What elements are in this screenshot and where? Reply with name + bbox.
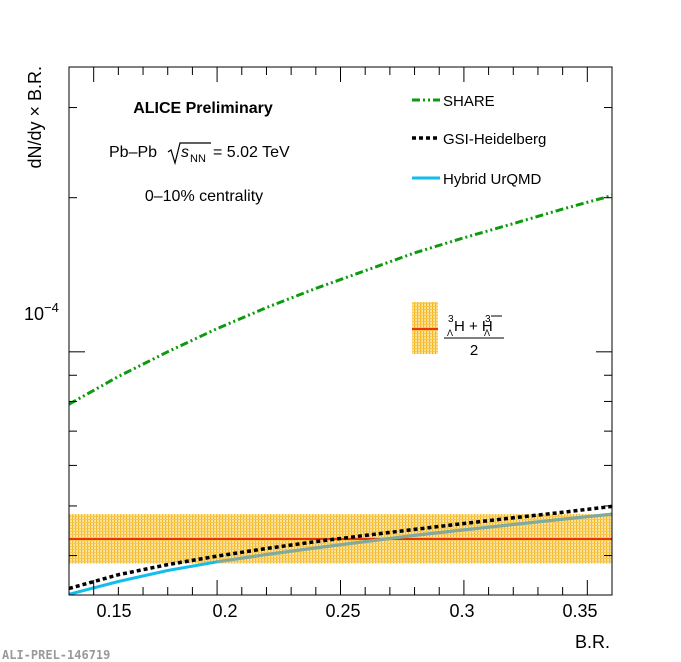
x-tick-label: 0.25 (325, 601, 360, 621)
system-prefix: Pb–Pb (109, 144, 157, 161)
y-tick-label: 10−4 (24, 300, 59, 324)
measurement-label-superscript-2: 3 (485, 314, 491, 325)
series-line-share (69, 194, 612, 406)
measurement-label-superscript: 3 (448, 314, 454, 325)
energy-subscript: NN (190, 153, 206, 165)
series-line-gsi-heidelberg (69, 504, 612, 591)
collision-system-label: Pb–Pb s NN = 5.02 TeV (109, 142, 290, 166)
measurement-label-subscript-2: Λ (484, 328, 490, 338)
x-tick-label: 0.35 (562, 601, 597, 621)
energy-value: = 5.02 TeV (213, 144, 290, 161)
axis-ticks (68, 67, 613, 595)
legend: SHARE GSI-Heidelberg Hybrid UrQMD (412, 93, 546, 188)
legend-label-hybrid-urqmd: Hybrid UrQMD (443, 171, 542, 188)
y-axis-label: dN/dy × B.R. (25, 66, 45, 169)
x-tick-label: 0.15 (96, 601, 131, 621)
sqrt-symbol (167, 142, 211, 166)
watermark: ALI-PREL-146719 (2, 648, 110, 662)
series-line-hybrid-urqmd-overlap (216, 512, 612, 564)
measurement-label-numerator: H + H (454, 318, 493, 335)
experiment-label: ALICE Preliminary (133, 100, 273, 117)
measurement-legend: 3 Λ H + H 3 Λ 2 (412, 302, 504, 359)
measurement-label-denominator: 2 (470, 342, 478, 359)
x-axis-label: B.R. (575, 632, 610, 652)
x-tick-label: 0.2 (212, 601, 237, 621)
legend-label-gsi-heidelberg: GSI-Heidelberg (443, 131, 546, 148)
x-tick-label: 0.3 (449, 601, 474, 621)
measurement-label-subscript: Λ (447, 328, 453, 338)
legend-label-share: SHARE (443, 93, 495, 110)
energy-symbol: s (181, 144, 189, 161)
centrality-label: 0–10% centrality (145, 188, 263, 205)
